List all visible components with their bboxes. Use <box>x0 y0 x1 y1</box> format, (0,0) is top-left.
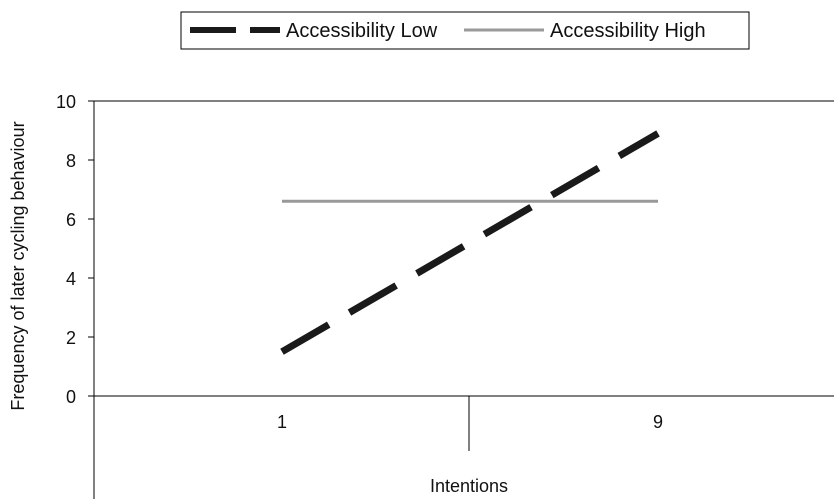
y-tick-label: 10 <box>56 92 76 112</box>
x-tick-label: 9 <box>653 412 663 432</box>
x-axis-title: Intentions <box>430 476 508 496</box>
y-tick-label: 6 <box>66 210 76 230</box>
series-line-accessibility-low <box>280 130 660 355</box>
y-tick-label: 8 <box>66 151 76 171</box>
y-tick-label: 0 <box>66 387 76 407</box>
x-tick-label: 1 <box>277 412 287 432</box>
y-axis-title: Frequency of later cycling behaviour <box>8 121 28 410</box>
y-tick-label: 4 <box>66 269 76 289</box>
y-ticks: 0 2 4 6 8 10 <box>56 92 94 407</box>
y-tick-label: 2 <box>66 328 76 348</box>
legend-label-accessibility-high: Accessibility High <box>550 20 706 42</box>
legend: Accessibility Low Accessibility High <box>180 11 750 50</box>
legend-label-accessibility-low: Accessibility Low <box>286 20 438 42</box>
series-layer <box>280 130 660 355</box>
axes <box>93 100 834 499</box>
